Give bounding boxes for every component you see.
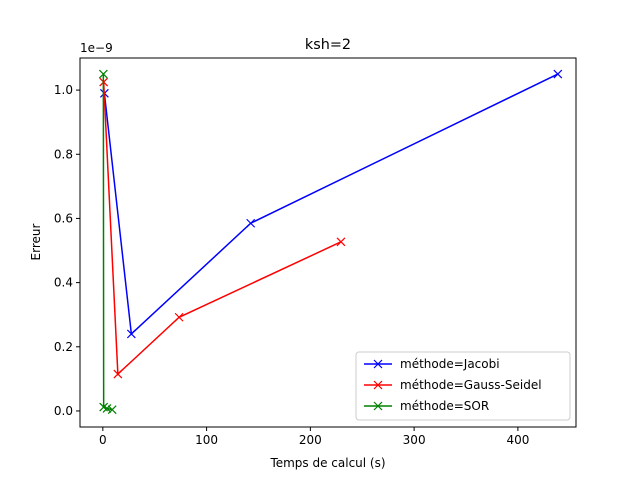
x-tick-label: 0: [99, 433, 107, 447]
plot-frame: [79, 57, 577, 428]
y-tick-label: 0.2: [54, 340, 73, 354]
legend-item: méthode=Jacobi: [364, 357, 500, 371]
legend-marker: [373, 359, 383, 369]
y-tick-label: 1.0: [54, 83, 73, 97]
data-point-marker: [174, 312, 184, 322]
legend-label: méthode=Gauss-Seidel: [400, 378, 542, 392]
data-point-marker: [102, 403, 112, 413]
x-axis-title: Temps de calcul (s): [269, 456, 385, 470]
legend: méthode=Jacobi méthode=Gauss-Seidel méthod…: [355, 351, 571, 421]
series-line: [103, 73, 559, 336]
series-line: [102, 82, 342, 376]
data-point-marker: [98, 69, 108, 79]
legend-marker: [373, 401, 383, 411]
legend-item: méthode=SOR: [364, 399, 489, 413]
chart-title: ksh=2: [305, 37, 351, 53]
marks-layer: [98, 69, 563, 415]
y-axis-offset-label: 1e−9: [80, 41, 113, 55]
data-point-marker: [553, 69, 563, 79]
y-tick-label: 0.4: [54, 276, 73, 290]
legend-label: méthode=Jacobi: [400, 357, 500, 371]
data-point-marker: [113, 369, 123, 379]
legend-label: méthode=SOR: [400, 399, 489, 413]
y-tick-label: 0.6: [54, 211, 73, 225]
y-tick-label: 0.0: [54, 404, 73, 418]
data-point-marker: [107, 405, 117, 415]
y-tick-label: 0.8: [54, 147, 73, 161]
data-point-marker: [126, 329, 136, 339]
legend-marker: [373, 380, 383, 390]
x-tick-label: 200: [299, 433, 322, 447]
legend-item: méthode=Gauss-Seidel: [364, 378, 542, 392]
data-point-marker: [246, 218, 256, 228]
x-tick-label: 400: [506, 433, 529, 447]
ticks-layer: 0 100 200 300 400 0.0 0.2 0.4 0.6 0.8 1.0: [54, 83, 529, 447]
legend-box: [355, 351, 571, 421]
x-tick-label: 100: [195, 433, 218, 447]
y-axis-title: Erreur: [29, 223, 43, 260]
data-point-marker: [336, 237, 346, 247]
series-2: [98, 69, 117, 415]
series-line: [102, 74, 113, 411]
x-tick-label: 300: [403, 433, 426, 447]
